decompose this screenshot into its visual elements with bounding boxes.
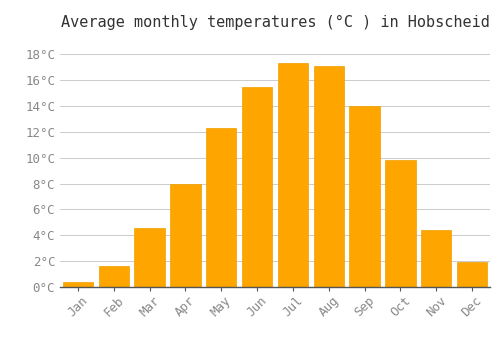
- Bar: [62, 282, 93, 287]
- Bar: [385, 160, 416, 287]
- Title: Average monthly temperatures (°C ) in Hobscheid: Average monthly temperatures (°C ) in Ho…: [60, 15, 490, 30]
- Bar: [170, 184, 200, 287]
- Bar: [134, 228, 165, 287]
- Bar: [278, 63, 308, 287]
- Bar: [350, 106, 380, 287]
- Bar: [242, 87, 272, 287]
- Bar: [206, 128, 236, 287]
- Bar: [98, 266, 129, 287]
- Bar: [314, 66, 344, 287]
- Bar: [457, 262, 488, 287]
- Bar: [421, 230, 452, 287]
